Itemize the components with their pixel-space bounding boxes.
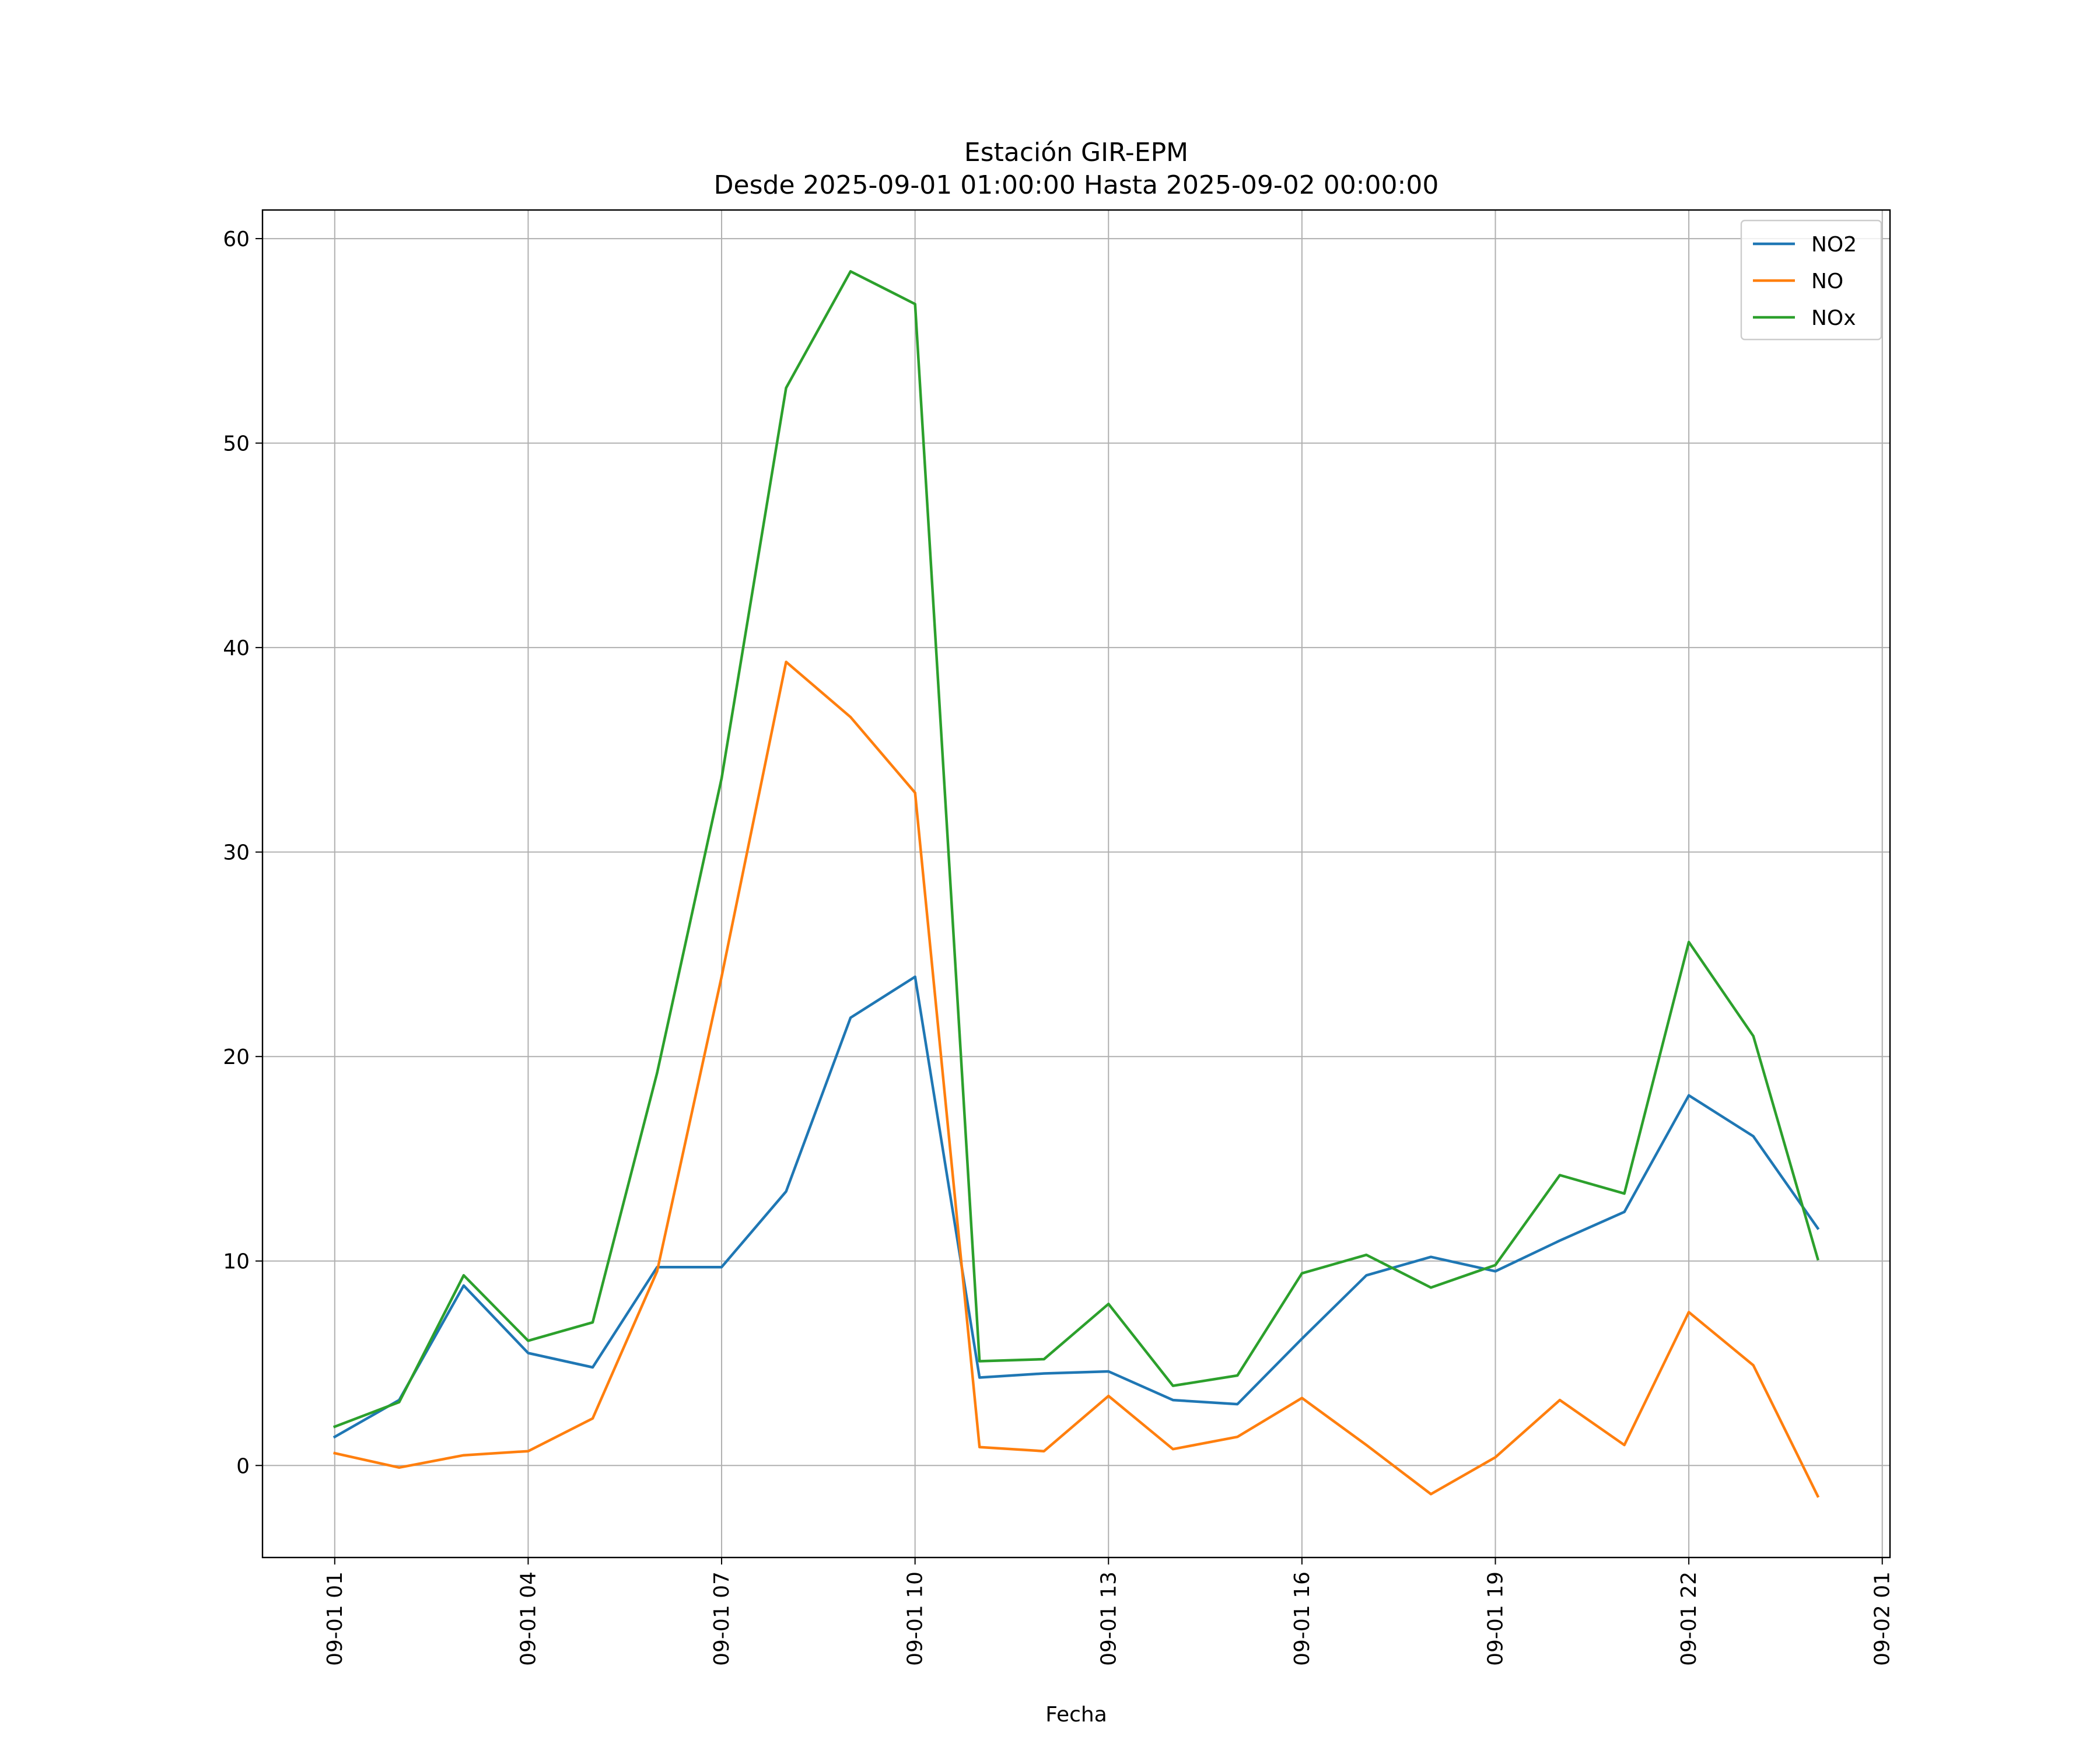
series-line-no (333, 660, 1820, 1498)
x-tick-label: 09-01 16 (1290, 1572, 1314, 1666)
legend-label-no: NO (1811, 270, 1843, 293)
y-tick-label: 0 (236, 1454, 250, 1478)
legend: NO2 NO NOx (1740, 219, 1882, 341)
x-tick-label: 09-01 01 (323, 1572, 347, 1666)
x-tick-label: 09-01 04 (516, 1572, 540, 1666)
x-tick-label: 09-01 13 (1097, 1572, 1121, 1666)
axis-ticks: 0 10 20 30 40 50 60 09-01 01 09-01 04 09-01 07 09-… (223, 228, 1895, 1666)
x-axis-label: Fecha (1045, 1703, 1107, 1727)
legend-box (1740, 219, 1882, 341)
plot-area-background (262, 210, 1890, 1558)
x-tick-label: 09-01 07 (710, 1572, 734, 1666)
y-tick-label: 60 (223, 228, 250, 251)
x-tick-label: 09-01 22 (1677, 1572, 1701, 1666)
x-tick-label: 09-01 19 (1484, 1572, 1508, 1666)
y-tick-label: 30 (223, 841, 250, 865)
grid (262, 210, 1890, 1558)
chart-title: Estación GIR-EPM (964, 138, 1188, 167)
series-group (332, 270, 1820, 1498)
plot-frame (261, 209, 1891, 1559)
y-tick-label: 40 (223, 636, 250, 660)
y-tick-label: 20 (223, 1045, 250, 1069)
legend-label-nox: NOx (1811, 306, 1856, 330)
x-tick-label: 09-01 10 (904, 1572, 928, 1666)
chart-subtitle: Desde 2025-09-01 01:00:00 Hasta 2025-09-… (714, 170, 1439, 200)
series-line-no2 (332, 975, 1820, 1439)
x-tick-label: 09-02 01 (1871, 1572, 1895, 1666)
legend-label-no2: NO2 (1811, 233, 1857, 257)
y-tick-label: 50 (223, 432, 250, 456)
y-tick-label: 10 (223, 1250, 250, 1274)
series-line-nox (332, 270, 1819, 1429)
